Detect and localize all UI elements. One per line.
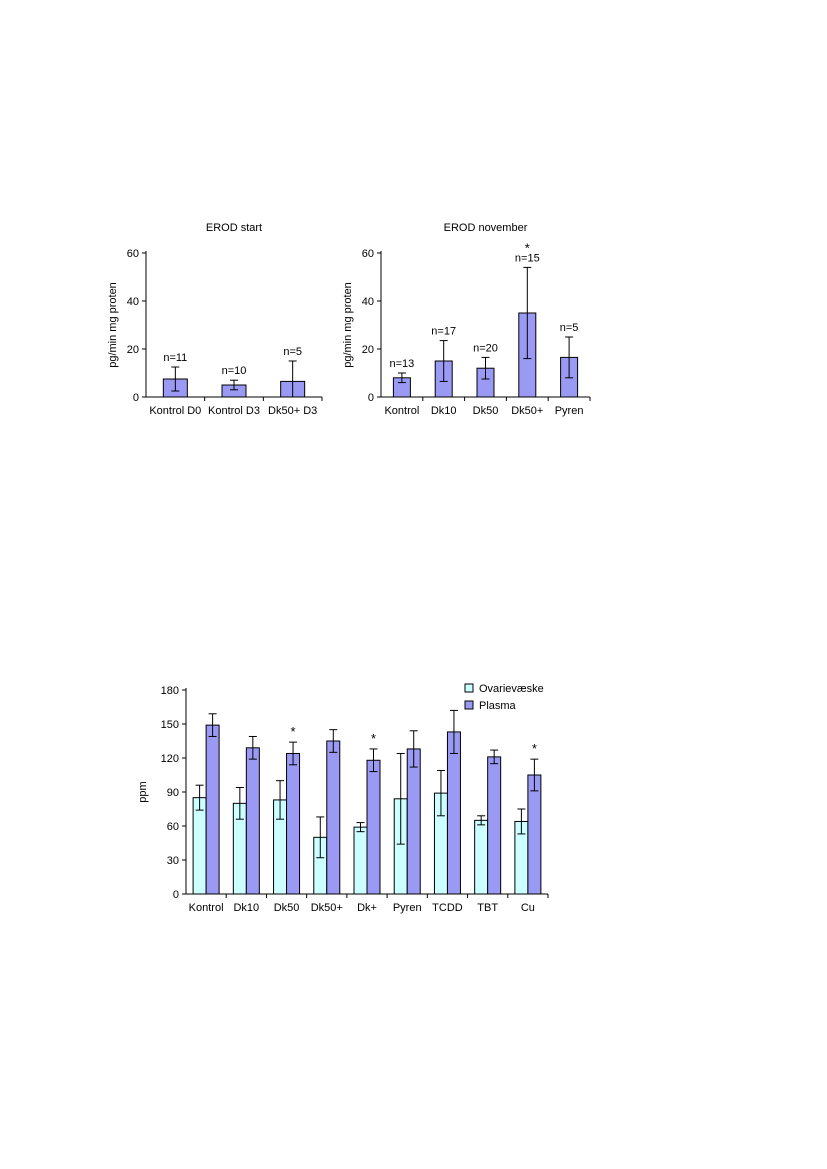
y-tick-label: 60 (127, 248, 139, 260)
bar (192, 797, 207, 895)
sample-size-label: n=5 (560, 322, 579, 334)
significance-marker: * (291, 724, 296, 739)
x-tick-label: Dk10 (431, 405, 457, 417)
erod-start-svg: EROD start 0 20 40 60 pg/min mg proten Kontrol… (107, 222, 323, 417)
x-tick-label: TBT (477, 902, 498, 914)
legend-swatch (464, 700, 474, 710)
x-tick-label: Dk50+ (511, 405, 543, 417)
x-tick-label: Kontrol D3 (208, 405, 260, 417)
erod-start-chart: EROD start 0 20 40 60 pg/min mg proten Kontrol… (100, 215, 330, 430)
erod-november-svg: EROD november 0 20 40 60 pg/min mg proten Kont… (342, 222, 591, 417)
x-tick-label: Dk50+ D3 (268, 405, 317, 417)
sample-size-label: n=5 (283, 346, 302, 358)
bar (446, 731, 461, 895)
x-tick-label: TCDD (432, 902, 463, 914)
x-tick-label: Dk50 (274, 902, 300, 914)
y-tick-label: 20 (362, 344, 374, 356)
y-tick-label: 120 (161, 753, 179, 765)
x-tick-label: Kontrol D0 (149, 405, 201, 417)
y-tick-label: 40 (362, 296, 374, 308)
significance-marker: * (532, 741, 537, 756)
legend-label: Plasma (479, 700, 517, 712)
x-tick-label: Kontrol (189, 902, 224, 914)
sample-size-label: n=20 (473, 342, 498, 354)
bar (406, 748, 421, 895)
y-axis-label: pg/min mg proten (342, 282, 354, 368)
x-tick-label: Dk10 (233, 902, 259, 914)
x-tick-label: Dk50+ (311, 902, 343, 914)
x-tick-label: Pyren (555, 405, 584, 417)
y-tick-label: 180 (161, 685, 179, 697)
x-tick-label: Dk50 (473, 405, 499, 417)
bar (527, 774, 542, 895)
legend-swatch (464, 683, 474, 693)
bar (366, 759, 381, 895)
y-axis-label: ppm (137, 781, 149, 802)
y-tick-label: 0 (173, 889, 179, 901)
y-axis-label: pg/min mg proten (107, 282, 119, 368)
x-tick-label: Dk+ (357, 902, 377, 914)
x-tick-label: Pyren (393, 902, 422, 914)
x-tick-label: Cu (521, 902, 535, 914)
y-tick-label: 60 (362, 248, 374, 260)
significance-marker: * (525, 240, 530, 255)
x-tick-label: Kontrol (384, 405, 419, 417)
bar (353, 826, 368, 895)
y-tick-label: 0 (133, 392, 139, 404)
bar (205, 724, 220, 895)
bar (326, 740, 341, 895)
bar (245, 747, 260, 895)
sample-size-label: n=17 (431, 326, 456, 338)
erod-november-chart: EROD november 0 20 40 60 pg/min mg proten Kont… (335, 215, 595, 430)
legend-label: Ovarievæske (479, 683, 544, 695)
sample-size-label: n=10 (222, 365, 247, 377)
chart-title: EROD start (206, 222, 262, 234)
bar (286, 752, 301, 895)
y-tick-label: 60 (167, 821, 179, 833)
chart-title: EROD november (444, 222, 528, 234)
y-tick-label: 30 (167, 855, 179, 867)
bar (487, 756, 502, 895)
y-tick-label: 0 (368, 392, 374, 404)
ppm-svg: 0 30 60 90 120 150 180 ppm Kontrol Dk10 Dk50 * Dk50+… (137, 683, 549, 914)
significance-marker: * (371, 731, 376, 746)
y-tick-label: 20 (127, 344, 139, 356)
sample-size-label: n=15 (515, 252, 540, 264)
y-tick-label: 150 (161, 719, 179, 731)
y-tick-label: 40 (127, 296, 139, 308)
ppm-chart: 0 30 60 90 120 150 180 ppm Kontrol Dk10 Dk50 * Dk50+… (130, 675, 560, 920)
y-tick-label: 90 (167, 787, 179, 799)
sample-size-label: n=11 (163, 352, 187, 364)
bar (474, 819, 489, 895)
sample-size-label: n=13 (390, 358, 415, 370)
